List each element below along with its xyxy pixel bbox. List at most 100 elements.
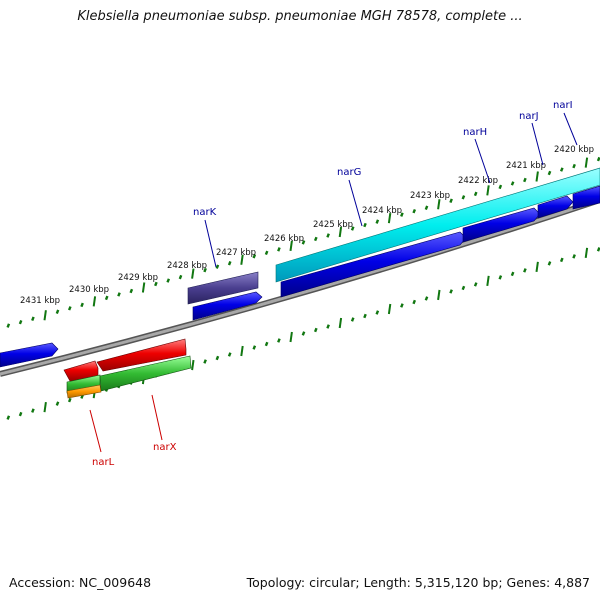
tick-minor	[350, 226, 355, 231]
tick-minor	[461, 285, 466, 291]
tick-minor	[31, 316, 35, 321]
cds-arrow-narK[interactable]	[192, 291, 263, 321]
tick-minor	[67, 306, 72, 311]
tick-minor	[547, 261, 552, 266]
scale-label: 2427 kbp	[216, 248, 256, 258]
tick-minor	[350, 317, 355, 322]
tick-minor	[473, 282, 478, 287]
tick-minor	[424, 205, 429, 210]
tick-major	[43, 401, 47, 413]
gene-label-narG[interactable]: narG	[337, 167, 361, 178]
feature-track-purple	[187, 271, 259, 305]
tick-minor	[523, 268, 527, 273]
scale-label: 2420 kbp	[554, 145, 594, 155]
scale-label: 2421 kbp	[506, 161, 546, 171]
tick-minor	[203, 359, 207, 364]
scale-label: 2430 kbp	[69, 285, 109, 295]
tick-minor	[473, 191, 478, 197]
tick-minor	[510, 181, 515, 186]
tick-major	[191, 359, 195, 371]
gene-label-narL[interactable]: narL	[92, 457, 115, 468]
tick-minor	[277, 247, 281, 252]
accession-text: Accession: NC_009648	[9, 575, 152, 590]
tick-minor	[18, 411, 23, 417]
tick-minor	[523, 177, 527, 183]
gene-leader-lines	[89, 112, 578, 453]
tick-major	[338, 226, 343, 238]
gene-label-narJ[interactable]: narJ	[519, 111, 539, 122]
tick-minor	[80, 302, 84, 308]
tick-minor	[104, 295, 109, 301]
tick-major	[535, 261, 539, 273]
scale-labels: 2420 kbp 2421 kbp 2422 kbp 2423 kbp 2424 kbp…	[20, 145, 594, 306]
cds-arrow-narL[interactable]	[63, 360, 99, 382]
gene-label-narX[interactable]: narX	[153, 442, 177, 453]
tick-major	[289, 331, 293, 343]
scale-label: 2429 kbp	[118, 273, 158, 283]
cds-arrow-narI[interactable]	[572, 185, 600, 210]
gene-label-narI[interactable]: narI	[553, 100, 573, 111]
tick-minor	[412, 299, 417, 305]
genome-summary: Topology: circular; Length: 5,315,120 bp…	[246, 575, 590, 590]
tick-minor	[424, 296, 429, 301]
tick-major	[437, 199, 441, 210]
tick-minor	[203, 267, 207, 273]
tick-minor	[596, 247, 600, 252]
tick-minor	[572, 254, 576, 259]
tick-minor	[227, 352, 232, 357]
scale-label: 2428 kbp	[167, 261, 207, 271]
tick-minor	[326, 233, 330, 238]
scale-label: 2424 kbp	[362, 206, 402, 216]
tick-minor	[31, 408, 35, 413]
tick-major	[289, 240, 293, 252]
tick-minor	[449, 289, 453, 294]
tick-minor	[510, 271, 515, 277]
tick-major	[338, 317, 343, 329]
backbone	[0, 197, 600, 377]
tick-minor	[18, 319, 23, 325]
tick-minor	[166, 278, 171, 283]
cds-arrow-narH[interactable]	[462, 207, 541, 243]
tick-minor	[547, 170, 552, 176]
tick-minor	[596, 156, 600, 162]
tick-major	[437, 289, 441, 301]
scale-label: 2426 kbp	[264, 234, 304, 244]
tick-minor	[461, 195, 466, 200]
tick-major	[584, 247, 589, 259]
cds-arrow-left[interactable]	[0, 342, 59, 368]
scale-label: 2431 kbp	[20, 296, 60, 306]
tick-minor	[449, 198, 453, 204]
feature-track-cyan	[275, 167, 600, 283]
tick-minor	[498, 184, 503, 190]
tick-minor	[117, 292, 121, 297]
tick-minor	[498, 275, 503, 280]
tick-minor	[277, 338, 281, 343]
tick-minor	[375, 219, 380, 224]
tick-minor	[375, 310, 380, 315]
gene-label-narH[interactable]: narH	[463, 127, 487, 138]
tick-minor	[154, 281, 158, 287]
tick-minor	[252, 345, 257, 350]
tick-minor	[301, 331, 306, 336]
scale-ticks-top	[6, 156, 600, 328]
gene-label-narK[interactable]: narK	[193, 207, 217, 218]
tick-minor	[6, 323, 11, 328]
tick-major	[92, 296, 97, 307]
tick-major	[240, 345, 244, 357]
tick-minor	[363, 313, 367, 319]
tick-minor	[572, 163, 576, 169]
tick-minor	[412, 208, 417, 214]
scale-label: 2423 kbp	[410, 191, 450, 201]
tick-minor	[264, 341, 269, 347]
cds-arrow-narJ[interactable]	[537, 195, 574, 219]
tick-minor	[326, 324, 330, 329]
tick-major	[535, 171, 539, 182]
tick-major	[387, 212, 392, 224]
tick-minor	[215, 355, 220, 361]
cds-arrow-narX[interactable]	[96, 338, 187, 372]
tick-minor	[559, 257, 564, 263]
tick-minor	[264, 250, 269, 256]
tick-major	[141, 282, 146, 293]
tick-minor	[313, 327, 318, 333]
